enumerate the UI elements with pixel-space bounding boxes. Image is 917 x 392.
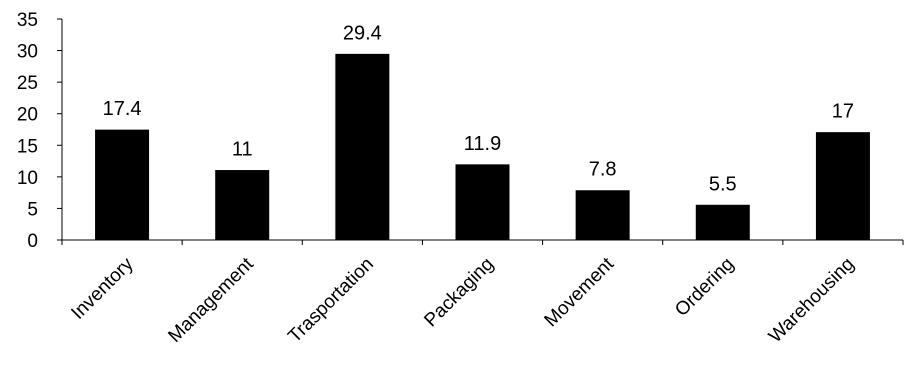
category-label: Management (164, 253, 258, 347)
category-label: Packaging (420, 254, 498, 332)
value-labels: 17.4 11 29.4 11.9 7.8 5.5 17 (103, 22, 854, 195)
data-label: 11.9 (464, 133, 501, 155)
bar-ordering (695, 204, 750, 241)
data-label: 7.8 (589, 159, 617, 181)
data-label: 17.4 (103, 98, 142, 120)
bar-warehousing (815, 132, 870, 241)
bar-inventory (95, 129, 150, 241)
bar-management (215, 170, 270, 241)
category-label: Ordering (671, 254, 738, 321)
y-tick-label: 20 (17, 105, 38, 126)
category-label: Trasportation (284, 254, 378, 348)
y-tick-label: 25 (17, 73, 38, 94)
data-label: 17 (832, 101, 854, 123)
y-axis: 0 5 10 15 20 25 30 35 (17, 10, 63, 252)
bar-movement (575, 190, 630, 241)
category-labels: Inventory Management Trasportation Packagin… (67, 253, 858, 347)
data-label: 29.4 (343, 22, 382, 44)
category-label: Warehousing (765, 254, 859, 348)
y-tick-label: 35 (17, 10, 38, 31)
category-label: Inventory (67, 253, 137, 323)
data-label: 5.5 (709, 173, 737, 195)
y-tick-label: 5 (27, 199, 38, 220)
x-axis (61, 239, 904, 245)
bars (95, 53, 870, 241)
y-tick-label: 10 (17, 168, 38, 189)
bar-packaging (455, 164, 510, 241)
y-tick-label: 0 (27, 231, 38, 252)
y-tick-label: 15 (17, 136, 38, 157)
category-label: Movement (541, 253, 619, 331)
y-tick-label: 30 (17, 42, 38, 63)
data-label: 11 (232, 139, 253, 161)
bar-trasportation (335, 53, 390, 241)
